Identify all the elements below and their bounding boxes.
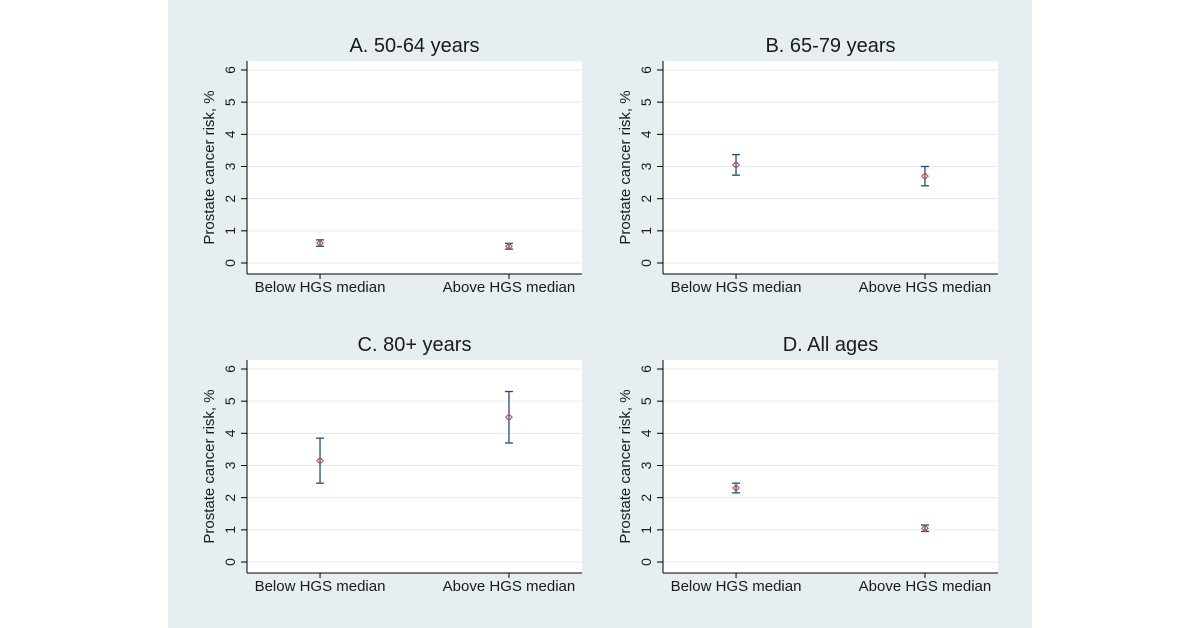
- data-point: [920, 172, 929, 181]
- data-point: [316, 456, 325, 465]
- panel-title: B. 65-79 years: [765, 35, 895, 57]
- data-point: [504, 242, 513, 251]
- y-tick-label: 1: [222, 526, 238, 534]
- y-tick-label: 2: [638, 195, 654, 203]
- chart-panel: 0 1 2 3 4 5 6 Below HGS median Above HGS median B…: [617, 35, 998, 296]
- x-tick-label: Above HGS median: [859, 279, 992, 296]
- x-tick-label: Above HGS median: [859, 578, 992, 595]
- y-tick-label: 3: [638, 162, 654, 170]
- y-tick-label: 5: [638, 98, 654, 106]
- y-tick-label: 6: [222, 66, 238, 74]
- plot-area: [663, 61, 998, 274]
- y-tick-label: 5: [222, 98, 238, 106]
- panel-title: C. 80+ years: [358, 334, 472, 356]
- y-axis-title: Prostate cancer risk, %: [201, 90, 218, 244]
- y-tick-label: 1: [638, 526, 654, 534]
- y-axis-title: Prostate cancer risk, %: [617, 90, 634, 244]
- y-tick-label: 4: [222, 429, 238, 437]
- plot-area: [663, 360, 998, 573]
- x-tick-label: Above HGS median: [443, 279, 576, 296]
- y-tick-label: 2: [222, 494, 238, 502]
- y-tick-label: 6: [638, 66, 654, 74]
- x-tick-label: Below HGS median: [671, 279, 802, 296]
- y-tick-label: 3: [222, 461, 238, 469]
- y-tick-label: 3: [638, 461, 654, 469]
- y-tick-label: 0: [638, 558, 654, 566]
- data-point: [732, 484, 741, 492]
- x-tick-label: Above HGS median: [443, 578, 576, 595]
- plot-area: [247, 61, 582, 274]
- y-tick-label: 0: [222, 558, 238, 566]
- y-tick-label: 4: [222, 130, 238, 138]
- y-tick-label: 1: [222, 227, 238, 235]
- chart-panel: 0 1 2 3 4 5 6 Below HGS median Above HGS median D…: [617, 334, 998, 595]
- y-tick-label: 4: [638, 130, 654, 138]
- y-axis-title: Prostate cancer risk, %: [201, 389, 218, 543]
- y-tick-label: 4: [638, 429, 654, 437]
- y-axis-title: Prostate cancer risk, %: [617, 389, 634, 543]
- y-tick-label: 0: [638, 259, 654, 267]
- y-tick-label: 5: [222, 397, 238, 405]
- data-point: [316, 239, 325, 248]
- panel-title: D. All ages: [783, 334, 879, 356]
- x-tick-label: Below HGS median: [255, 578, 386, 595]
- y-tick-label: 6: [222, 365, 238, 373]
- x-tick-label: Below HGS median: [255, 279, 386, 296]
- y-tick-label: 2: [638, 494, 654, 502]
- y-tick-label: 0: [222, 259, 238, 267]
- y-tick-label: 5: [638, 397, 654, 405]
- chart-panel: 0 1 2 3 4 5 6 Below HGS median Above HGS median A…: [201, 35, 582, 296]
- panel-title: A. 50-64 years: [349, 35, 479, 57]
- y-tick-label: 1: [638, 227, 654, 235]
- x-tick-label: Below HGS median: [671, 578, 802, 595]
- data-point: [504, 413, 513, 422]
- y-tick-label: 6: [638, 365, 654, 373]
- y-tick-label: 3: [222, 162, 238, 170]
- y-tick-label: 2: [222, 195, 238, 203]
- plot-area: [247, 360, 582, 573]
- data-point: [920, 524, 929, 533]
- data-point: [732, 160, 741, 169]
- chart-panel: 0 1 2 3 4 5 6 Below HGS median Above HGS median C…: [201, 334, 582, 595]
